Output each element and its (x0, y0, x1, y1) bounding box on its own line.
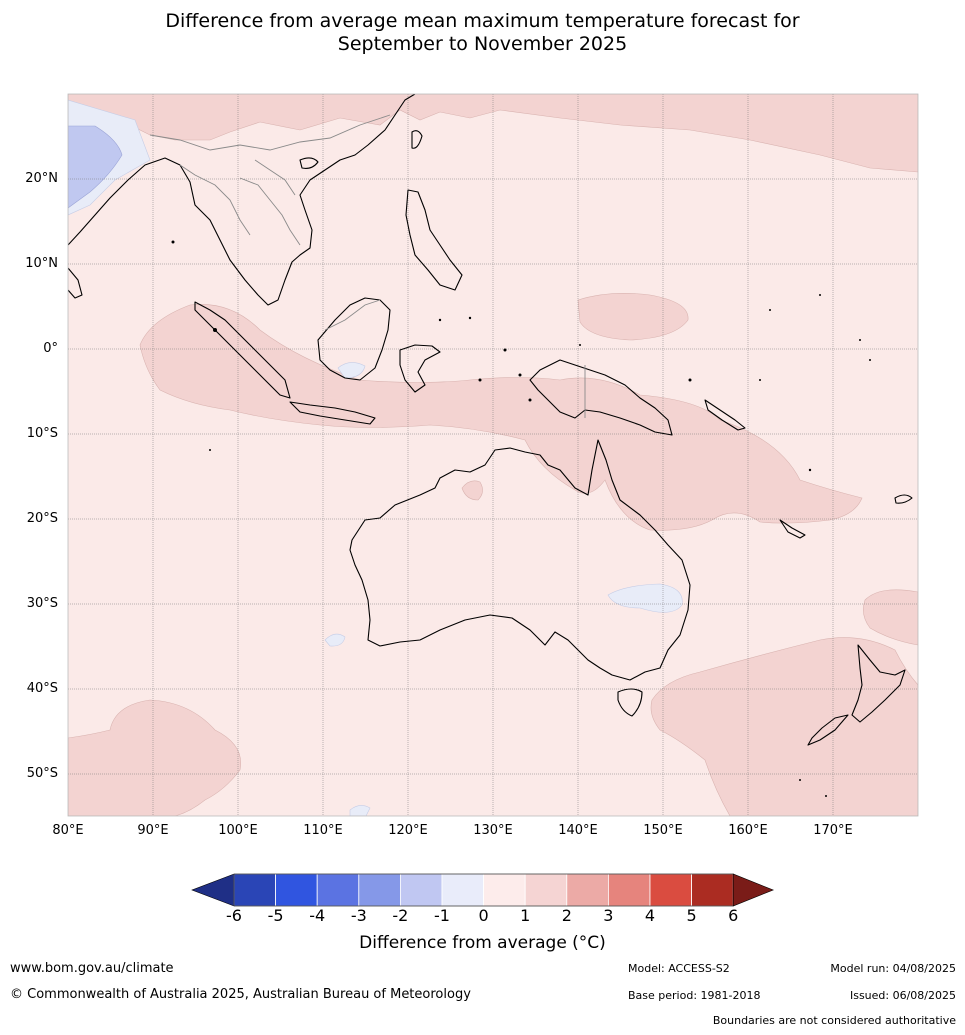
lon-label-150e: 150°E (643, 823, 683, 838)
anomaly-regions-1-2 (68, 94, 918, 816)
region-bight-spot (324, 633, 346, 647)
lat-label-10s: 10°S (26, 426, 58, 441)
coast-philippines (405, 189, 463, 291)
lon-label-110e: 110°E (303, 823, 343, 838)
coast-borneo (317, 297, 391, 381)
footer-website: www.bom.gov.au/climate (10, 961, 174, 976)
coast-australia (349, 439, 691, 681)
lat-label-20n: 20°N (25, 171, 58, 186)
colorbar-tick-label: -2 (392, 906, 409, 925)
footer-base-period: Base period: 1981-2018 (628, 989, 761, 1002)
lon-label-80e: 80°E (52, 823, 84, 838)
colorbar-frame (233, 873, 734, 907)
coast-java (289, 401, 376, 425)
footer-model: Model: ACCESS-S2 (628, 962, 730, 975)
region-east-pacific-south (863, 589, 918, 646)
colorbar-cell (399, 873, 443, 907)
colorbar-tick-label: -6 (226, 906, 242, 925)
border-myanmar-thailand (179, 164, 251, 236)
colorbar-cell (566, 873, 609, 907)
chart-title: Difference from average mean maximum tem… (0, 10, 965, 56)
title-line-1: Difference from average mean maximum tem… (165, 10, 800, 32)
colorbar-tick-label: 4 (644, 906, 656, 925)
colorbar-cell (524, 873, 568, 907)
colorbar-cell (483, 873, 526, 907)
colorbar-tick-label: -4 (309, 906, 326, 925)
colorbar-extend-high (732, 873, 775, 907)
coast-sumatra (194, 301, 291, 399)
gridlines (68, 94, 918, 816)
colorbar-extend-low (191, 873, 235, 907)
region-maritime-continent (139, 304, 863, 531)
colorbar-cell (441, 873, 484, 907)
coast-sulawesi (399, 344, 441, 393)
footer-issued: Issued: 06/08/2025 (849, 989, 956, 1002)
colorbar-cell (316, 873, 360, 907)
region-eastern-australia (607, 583, 683, 613)
lon-label-160e: 160°E (728, 823, 768, 838)
region-bay-of-bengal-core (68, 125, 123, 209)
lat-label-30s: 30°S (26, 596, 58, 611)
colorbar-cell (691, 873, 734, 907)
lat-label-40s: 40°S (26, 681, 58, 696)
footer-disclaimer: Boundaries are not considered authoritat… (712, 1014, 956, 1027)
border-laos-vietnam (254, 159, 296, 196)
border-china-south (149, 114, 391, 151)
border-borneo (324, 299, 381, 331)
coast-india-south (68, 267, 83, 299)
colorbar-cell (358, 873, 401, 907)
region-borneo-spot (337, 362, 366, 379)
lat-label-10n: 10°N (25, 256, 58, 271)
coast-tasmania (617, 688, 643, 717)
lon-label-130e: 130°E (473, 823, 513, 838)
lat-label-20s: 20°S (26, 511, 58, 526)
coast-asia-mainland (68, 94, 416, 306)
colorbar-cell (233, 873, 276, 907)
border-indochina (239, 177, 301, 246)
lon-label-120e: 120°E (388, 823, 428, 838)
colorbar-cell (275, 873, 318, 907)
coast-new-zealand-north (851, 644, 906, 723)
lon-label-100e: 100°E (218, 823, 258, 838)
region-northwest-australia-spot (461, 480, 483, 501)
colorbar (191, 873, 775, 907)
lat-label-50s: 50°S (26, 766, 58, 781)
coast-new-guinea (529, 359, 673, 436)
colorbar-tick-label: 3 (603, 906, 614, 925)
region-philippine-sea (577, 293, 689, 341)
title-line-2: September to November 2025 (337, 33, 628, 55)
lon-label-140e: 140°E (558, 823, 598, 838)
colorbar-tick-label: 6 (728, 906, 739, 925)
colorbar-tick-label: -1 (434, 906, 450, 925)
region-tasman-sea (650, 637, 918, 816)
colorbar-cells (191, 873, 775, 907)
forecast-map (67, 93, 919, 817)
region-southern-ocean-west (68, 699, 242, 816)
coast-fiji (894, 494, 913, 504)
colorbar-tick-label: 1 (520, 906, 531, 925)
colorbar-cell (608, 873, 651, 907)
coastlines (68, 94, 913, 746)
coast-hainan (299, 157, 319, 169)
coast-taiwan (411, 130, 423, 149)
region-southern-spot (349, 805, 371, 816)
colorbar-tick-label: 0 (478, 906, 489, 925)
lat-label-0: 0° (43, 341, 58, 356)
colorbar-cell (649, 873, 692, 907)
lon-label-170e: 170°E (813, 823, 853, 838)
colorbar-tick-label: -5 (267, 906, 284, 925)
colorbar-tick-label: -3 (350, 906, 367, 925)
coast-solomons (704, 399, 746, 431)
lon-label-90e: 90°E (137, 823, 169, 838)
footer-model-run: Model run: 04/08/2025 (830, 962, 956, 975)
borders (149, 114, 586, 418)
small-islands (171, 240, 871, 797)
colorbar-label: Difference from average (°C) (359, 933, 606, 953)
coast-vanuatu (779, 519, 806, 539)
coast-new-zealand-south (807, 714, 849, 746)
footer-copyright: © Commonwealth of Australia 2025, Austra… (10, 987, 471, 1002)
colorbar-tick-label: 2 (561, 906, 572, 925)
map-frame (67, 93, 919, 817)
colorbar-tick-label: 5 (686, 906, 697, 925)
